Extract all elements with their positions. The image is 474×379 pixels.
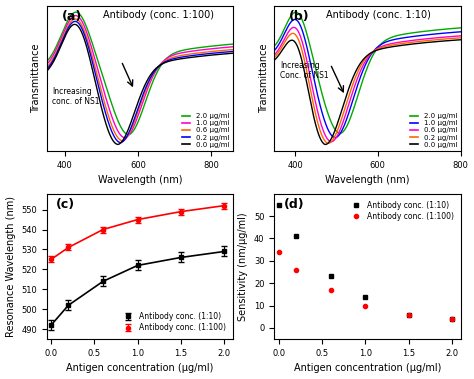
- Antibody conc. (1:10): [406, 312, 411, 317]
- Antibody conc. (1:100): [276, 250, 282, 254]
- X-axis label: Antigen concentration (μg/ml): Antigen concentration (μg/ml): [294, 363, 441, 373]
- X-axis label: Wavelength (nm): Wavelength (nm): [325, 175, 410, 185]
- Legend: 2.0 μg/ml, 1.0 μg/ml, 0.6 μg/ml, 0.2 μg/ml, 0.0 μg/ml: 2.0 μg/ml, 1.0 μg/ml, 0.6 μg/ml, 0.2 μg/…: [410, 113, 457, 147]
- Text: (a): (a): [62, 10, 82, 23]
- Y-axis label: Transmittance: Transmittance: [259, 44, 269, 113]
- Text: (b): (b): [289, 10, 310, 23]
- Text: Antibody (conc. 1:100): Antibody (conc. 1:100): [102, 10, 214, 20]
- Y-axis label: Transmittance: Transmittance: [31, 44, 41, 113]
- Antibody conc. (1:10): [328, 274, 334, 279]
- Antibody conc. (1:10): [449, 317, 455, 321]
- Antibody conc. (1:10): [363, 294, 368, 299]
- Legend: 2.0 μg/ml, 1.0 μg/ml, 0.6 μg/ml, 0.2 μg/ml, 0.0 μg/ml: 2.0 μg/ml, 1.0 μg/ml, 0.6 μg/ml, 0.2 μg/…: [182, 113, 229, 147]
- Antibody conc. (1:10): [293, 234, 299, 238]
- Legend: Antibody conc. (1:10), Antibody conc. (1:100): Antibody conc. (1:10), Antibody conc. (1…: [121, 309, 229, 335]
- X-axis label: Antigen concentration (μg/ml): Antigen concentration (μg/ml): [66, 363, 213, 373]
- Y-axis label: Sensitivity (nm/μg/ml): Sensitivity (nm/μg/ml): [238, 212, 248, 321]
- Text: Increasing
Conc. of NS1: Increasing Conc. of NS1: [280, 61, 328, 80]
- Antibody conc. (1:100): [328, 288, 334, 292]
- Text: Antibody (conc. 1:10): Antibody (conc. 1:10): [327, 10, 431, 20]
- Text: (d): (d): [283, 198, 304, 211]
- Text: Increasing
conc. of NS1: Increasing conc. of NS1: [52, 87, 100, 106]
- Y-axis label: Resonance Wavelength (nm): Resonance Wavelength (nm): [6, 196, 16, 337]
- X-axis label: Wavelength (nm): Wavelength (nm): [98, 175, 182, 185]
- Antibody conc. (1:100): [293, 268, 299, 272]
- Antibody conc. (1:10): [276, 203, 282, 207]
- Antibody conc. (1:100): [363, 303, 368, 308]
- Antibody conc. (1:100): [406, 312, 411, 317]
- Text: (c): (c): [56, 198, 75, 211]
- Line: Antibody conc. (1:10): Antibody conc. (1:10): [277, 203, 454, 321]
- Line: Antibody conc. (1:100): Antibody conc. (1:100): [277, 250, 454, 321]
- Antibody conc. (1:100): [449, 317, 455, 321]
- Legend: Antibody conc. (1:10), Antibody conc. (1:100): Antibody conc. (1:10), Antibody conc. (1…: [348, 197, 456, 224]
